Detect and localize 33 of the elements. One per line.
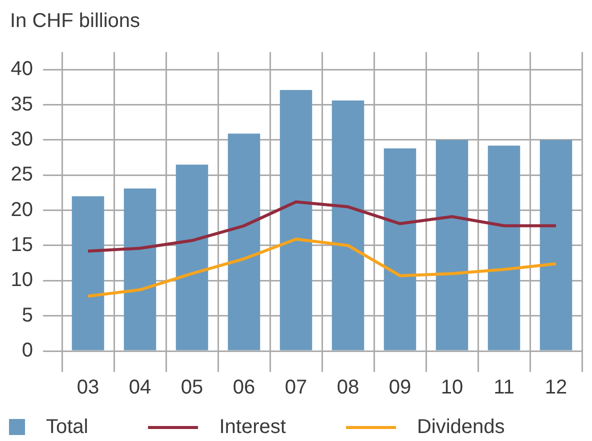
bar [488, 146, 520, 350]
bar [280, 90, 312, 350]
legend-label: Dividends [416, 416, 505, 438]
bar [332, 100, 364, 350]
bar [384, 148, 416, 350]
legend-label: Total [46, 416, 88, 438]
x-tick-label: 10 [440, 376, 464, 399]
bar [176, 164, 208, 350]
y-tick-label: 30 [10, 128, 33, 150]
legend-label: Interest [219, 416, 286, 438]
y-tick-label: 15 [10, 234, 33, 256]
y-tick-label: 40 [10, 58, 33, 80]
bar [124, 188, 156, 350]
y-tick-label: 35 [10, 93, 33, 116]
y-tick-label: 5 [22, 304, 33, 326]
x-tick-label: 12 [544, 376, 568, 399]
x-tick-label: 08 [336, 376, 360, 399]
y-tick-label: 10 [10, 269, 33, 292]
y-tick-label: 20 [10, 198, 33, 221]
bar [228, 134, 260, 350]
x-tick-label: 04 [128, 376, 152, 399]
x-tick-label: 03 [76, 376, 100, 399]
x-tick-label: 06 [232, 376, 256, 399]
bar [72, 196, 104, 350]
y-tick-label: 0 [22, 340, 33, 362]
y-axis-title: In CHF billions [10, 9, 140, 33]
bar [540, 140, 572, 350]
x-tick-label: 05 [180, 376, 204, 399]
x-tick-label: 07 [284, 376, 308, 399]
y-tick-label: 25 [10, 164, 33, 186]
bar [436, 140, 468, 350]
x-tick-label: 11 [494, 376, 514, 399]
x-tick-label: 09 [388, 376, 412, 399]
